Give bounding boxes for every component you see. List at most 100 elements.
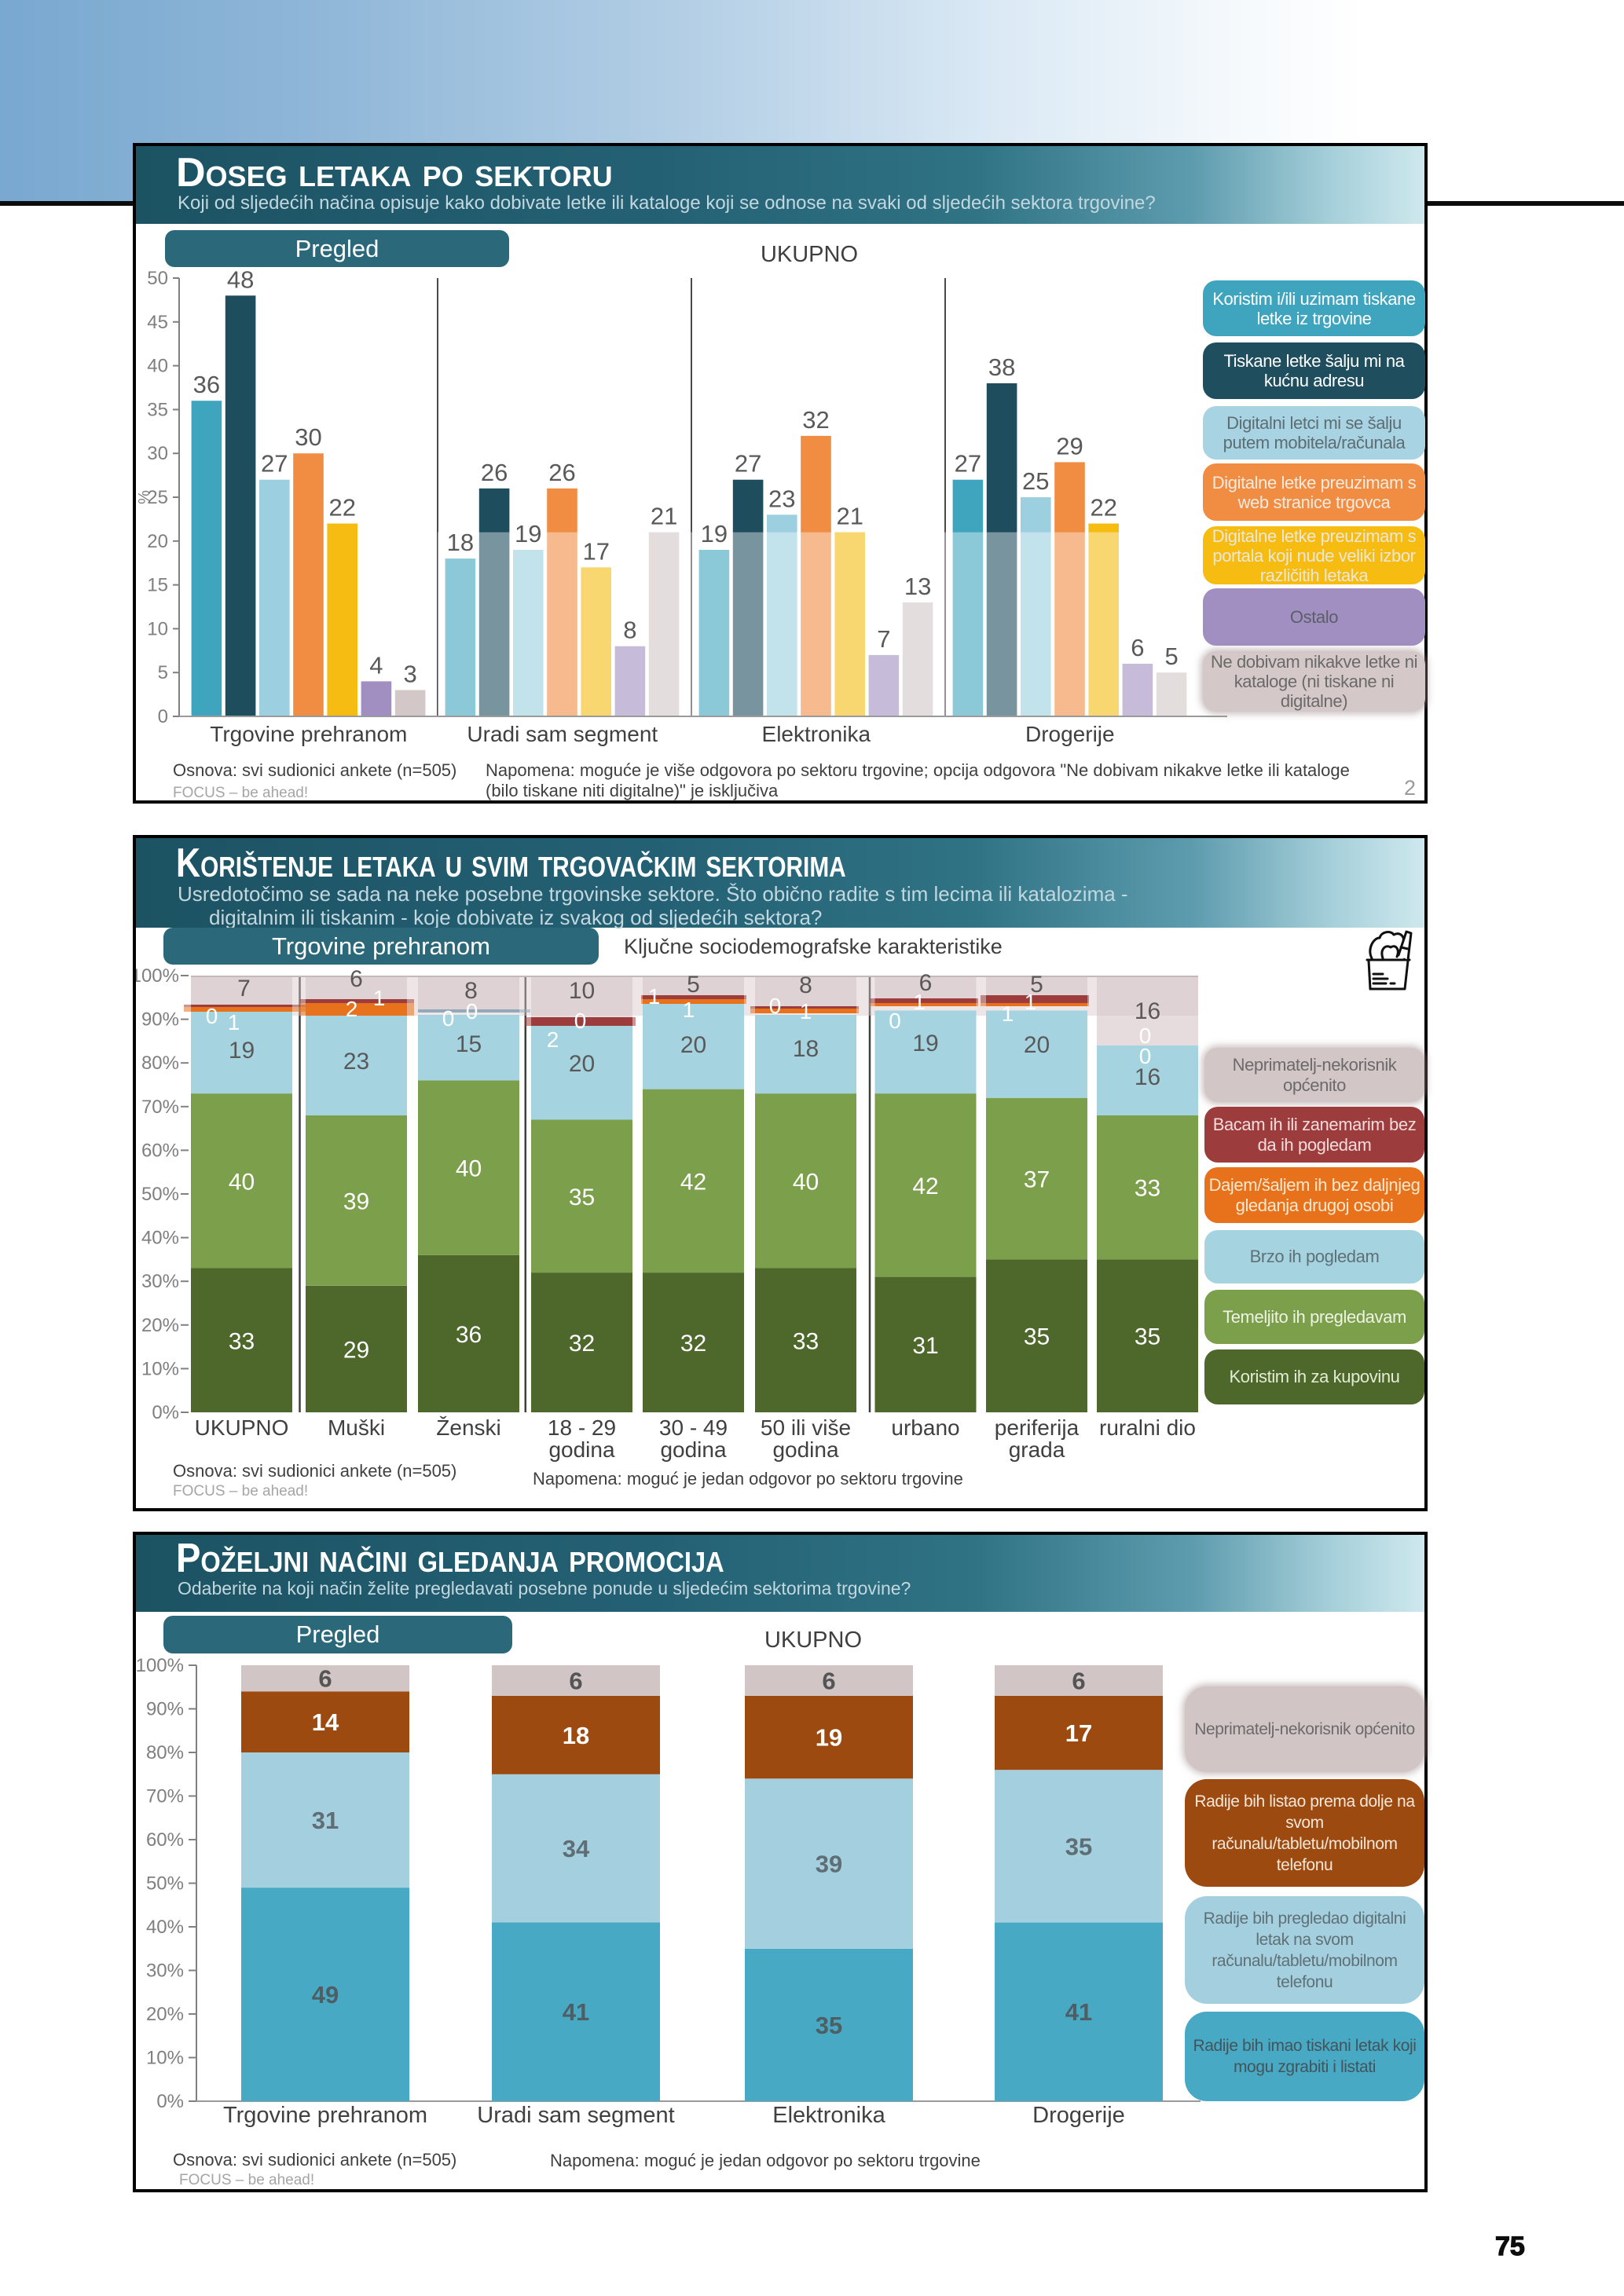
svg-text:ruralni dio: ruralni dio [1099,1415,1196,1440]
svg-text:42: 42 [680,1169,706,1195]
svg-text:16: 16 [1135,998,1160,1024]
svg-text:5: 5 [158,662,168,683]
svg-text:Trgovine prehranom: Trgovine prehranom [223,2103,427,2128]
svg-text:27: 27 [735,450,761,478]
svg-text:Elektronika: Elektronika [762,722,871,746]
svg-text:38: 38 [988,353,1015,381]
svg-text:41: 41 [1065,1998,1092,2026]
svg-text:UKUPNO: UKUPNO [195,1415,289,1440]
svg-text:6: 6 [350,966,363,992]
svg-text:21: 21 [651,503,677,530]
svg-text:15: 15 [456,1031,482,1057]
svg-text:0%: 0% [156,2091,184,2112]
svg-text:1: 1 [648,984,661,1009]
svg-text:Drogerije: Drogerije [1025,722,1115,746]
svg-text:23: 23 [768,485,795,512]
svg-text:6: 6 [318,1665,332,1693]
svg-text:Drogerije: Drogerije [1032,2103,1125,2128]
svg-text:18: 18 [447,529,474,556]
svg-text:7: 7 [877,625,890,653]
svg-text:5: 5 [687,972,700,998]
svg-text:20: 20 [569,1051,595,1077]
svg-text:18: 18 [563,1722,589,1749]
svg-text:25: 25 [1022,467,1049,495]
svg-text:35: 35 [569,1185,595,1210]
svg-text:30: 30 [295,423,321,451]
svg-text:40: 40 [456,1156,482,1182]
svg-text:2: 2 [547,1027,559,1052]
svg-text:80%: 80% [146,1742,184,1763]
svg-text:%: % [136,490,153,504]
svg-text:41: 41 [563,1998,589,2026]
svg-text:36: 36 [456,1322,482,1348]
svg-text:40: 40 [793,1169,819,1195]
svg-text:6: 6 [569,1667,582,1694]
svg-text:70%: 70% [141,1097,179,1118]
svg-text:23: 23 [343,1049,369,1075]
svg-text:90%: 90% [146,1699,184,1720]
svg-text:6: 6 [1072,1667,1085,1694]
svg-text:13: 13 [904,573,931,600]
svg-text:32: 32 [802,406,829,434]
svg-text:urbano: urbano [891,1415,959,1440]
svg-text:26: 26 [548,459,575,486]
svg-text:36: 36 [193,371,220,398]
svg-text:0%: 0% [152,1402,179,1423]
svg-text:1: 1 [913,990,926,1014]
svg-text:33: 33 [793,1328,819,1354]
svg-text:Trgovine prehranom: Trgovine prehranom [210,722,407,746]
svg-text:70%: 70% [146,1786,184,1807]
svg-text:26: 26 [481,459,508,486]
svg-text:Ženski: Ženski [436,1415,500,1440]
svg-text:50: 50 [147,268,168,289]
svg-text:17: 17 [582,537,609,565]
svg-text:27: 27 [955,450,981,478]
svg-text:6: 6 [919,970,933,996]
svg-text:5: 5 [1164,643,1178,670]
svg-text:7: 7 [237,976,251,1002]
svg-text:2: 2 [346,997,358,1021]
svg-text:0: 0 [574,1009,587,1033]
svg-text:1: 1 [373,986,386,1010]
svg-text:0: 0 [466,999,478,1023]
svg-text:30: 30 [147,443,168,464]
svg-text:20: 20 [680,1032,706,1058]
svg-text:0: 0 [769,994,782,1018]
svg-text:37: 37 [1024,1167,1050,1193]
svg-text:15: 15 [147,575,168,596]
svg-text:35: 35 [1065,1833,1092,1860]
svg-text:0: 0 [889,1009,901,1033]
svg-text:32: 32 [680,1331,706,1357]
svg-text:35: 35 [816,2012,842,2039]
svg-text:17: 17 [1065,1719,1092,1747]
svg-text:100%: 100% [136,1655,184,1676]
svg-text:0: 0 [206,1004,218,1028]
svg-text:8: 8 [623,617,636,644]
svg-text:40%: 40% [146,1917,184,1938]
svg-text:34: 34 [563,1835,590,1862]
svg-text:100%: 100% [136,965,179,987]
svg-text:3: 3 [403,661,416,688]
svg-text:5: 5 [1030,972,1043,998]
svg-text:60%: 60% [141,1140,179,1161]
svg-text:39: 39 [343,1188,369,1214]
svg-text:48: 48 [227,265,254,293]
svg-text:30%: 30% [146,1961,184,1982]
svg-text:19: 19 [701,520,728,547]
svg-text:0: 0 [1139,1044,1152,1068]
svg-text:40: 40 [229,1169,255,1195]
svg-text:godina: godina [660,1437,727,1462]
svg-text:14: 14 [312,1708,339,1736]
svg-text:10: 10 [569,978,595,1004]
svg-text:1: 1 [228,1010,240,1034]
svg-text:20: 20 [1024,1032,1050,1058]
svg-text:50%: 50% [146,1873,184,1895]
svg-text:29: 29 [1056,432,1083,460]
svg-text:39: 39 [816,1851,842,1878]
svg-text:8: 8 [464,978,478,1004]
svg-text:27: 27 [261,450,288,478]
svg-text:1: 1 [1002,1002,1014,1026]
svg-text:33: 33 [1135,1176,1160,1202]
svg-text:33: 33 [229,1328,255,1354]
svg-text:Muški: Muški [328,1415,385,1440]
